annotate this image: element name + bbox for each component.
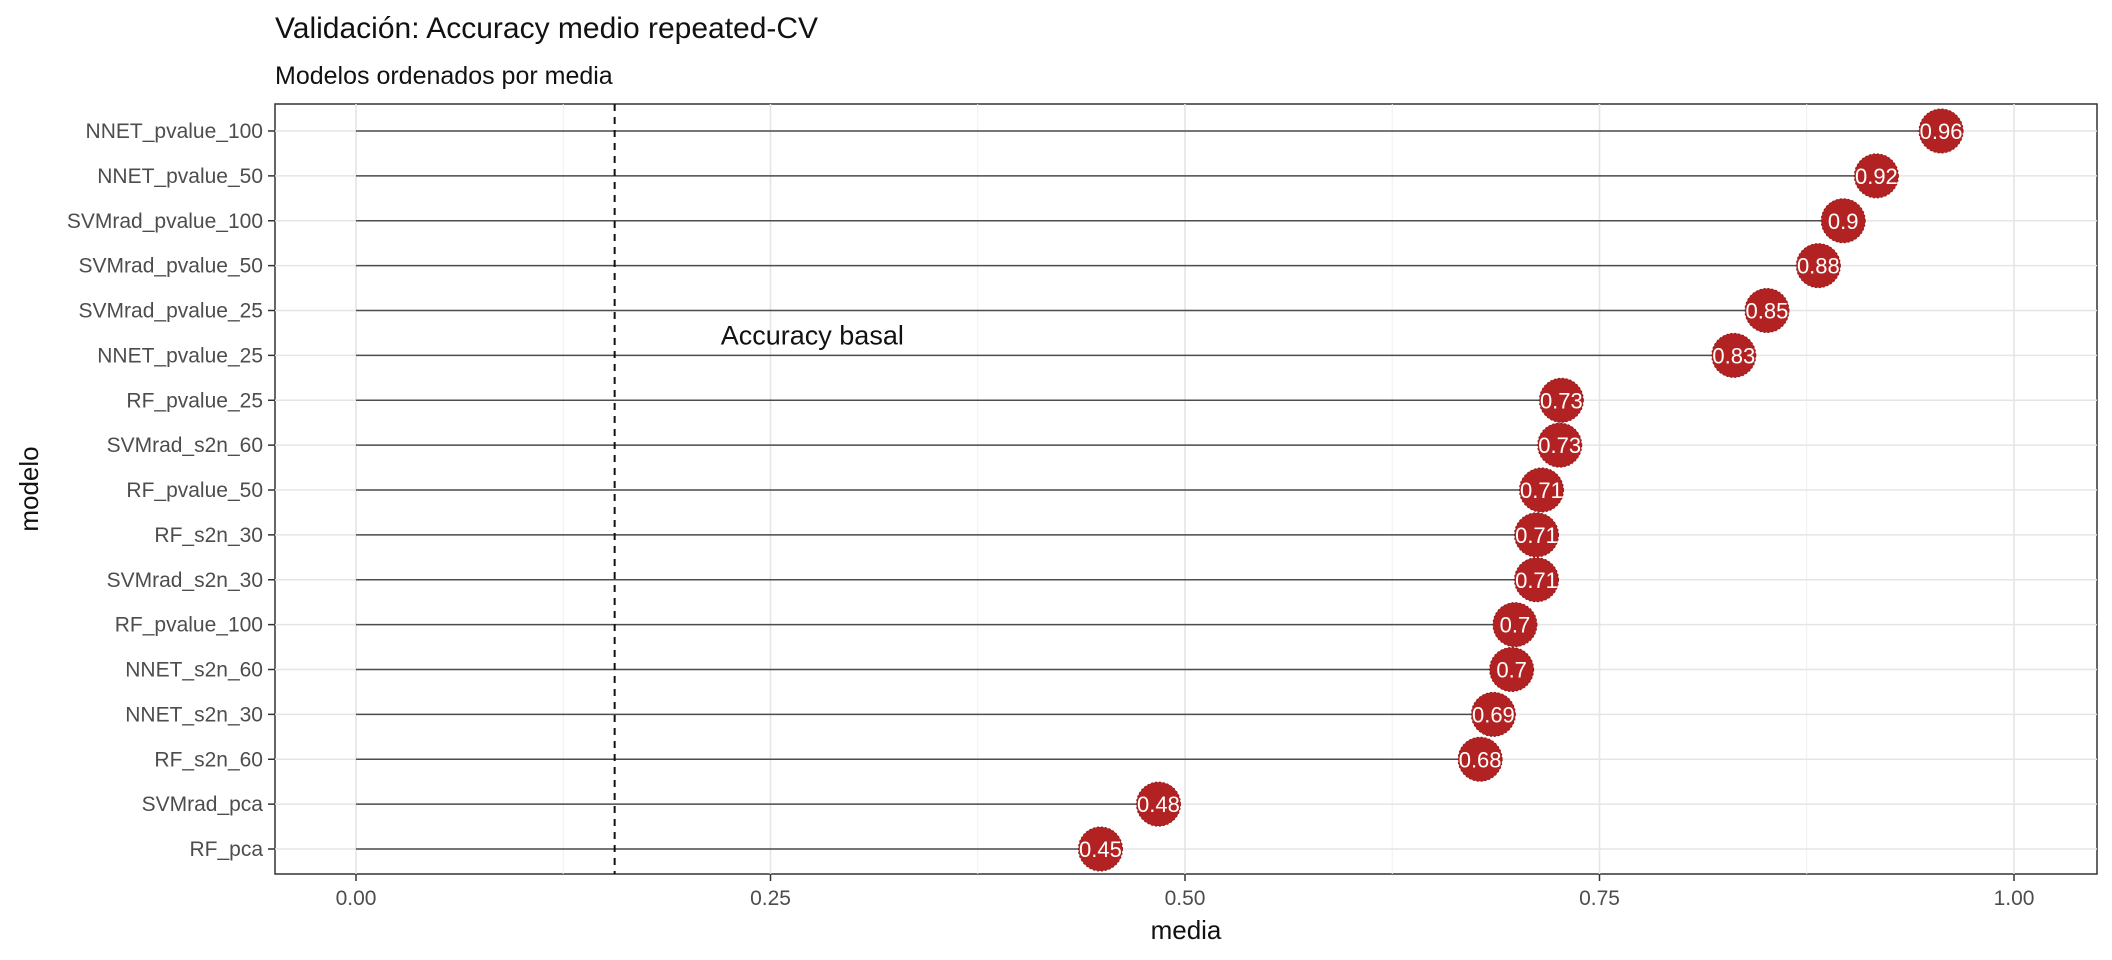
point-value-label: 0.7 <box>1496 658 1527 683</box>
y-tick-label: SVMrad_pvalue_25 <box>79 300 263 323</box>
lollipop-point <box>1795 243 1841 289</box>
point-value-label: 0.7 <box>1500 613 1531 638</box>
point-value-label: 0.73 <box>1538 433 1581 458</box>
point-value-label: 0.73 <box>1540 388 1583 413</box>
x-axis-title: media <box>1151 915 1222 945</box>
x-tick-label: 0.50 <box>1165 887 1206 910</box>
y-tick-label: RF_pca <box>189 838 263 861</box>
y-tick-label: SVMrad_pvalue_50 <box>79 255 263 278</box>
y-tick-label: RF_s2n_60 <box>154 748 263 771</box>
point-value-label: 0.92 <box>1855 164 1898 189</box>
y-tick-label: NNET_s2n_30 <box>125 703 263 726</box>
y-tick-label: SVMrad_pvalue_100 <box>67 210 263 233</box>
lollipop-point <box>1744 288 1790 333</box>
lollipop-point <box>1077 826 1123 872</box>
point-value-label: 0.85 <box>1746 299 1789 324</box>
lollipop-point <box>1918 108 1964 154</box>
lollipop-point <box>1518 467 1564 513</box>
x-tick-label: 0.75 <box>1579 887 1620 910</box>
point-value-label: 0.71 <box>1515 568 1558 593</box>
y-tick-label: RF_pvalue_100 <box>115 614 263 637</box>
lollipop-point <box>1135 781 1181 827</box>
lollipop-point <box>1538 377 1584 423</box>
point-value-label: 0.83 <box>1712 343 1755 368</box>
point-value-label: 0.45 <box>1079 837 1122 862</box>
y-tick-label: RF_pvalue_50 <box>126 479 263 502</box>
y-tick-label: RF_pvalue_25 <box>126 389 263 412</box>
point-value-label: 0.71 <box>1515 523 1558 548</box>
lollipop-point <box>1513 557 1559 603</box>
chart-title: Validación: Accuracy medio repeated-CV <box>275 12 818 45</box>
y-tick-label: SVMrad_pca <box>142 793 264 816</box>
lollipop-point <box>1470 691 1516 737</box>
lollipop-point <box>1537 422 1583 468</box>
lollipop-point <box>1820 198 1866 244</box>
point-value-label: 0.9 <box>1828 209 1859 234</box>
y-tick-label: NNET_pvalue_100 <box>86 120 263 143</box>
point-value-label: 0.69 <box>1472 702 1515 727</box>
lollipop-point <box>1489 647 1535 692</box>
x-axis-ticks: 0.00 0.25 0.50 0.75 1.00 <box>336 874 2035 910</box>
lollipop-point <box>1457 736 1503 782</box>
point-value-label: 0.48 <box>1137 792 1180 817</box>
y-axis-ticks: NNET_pvalue_100 NNET_pvalue_50 SVMrad_pval… <box>67 120 275 861</box>
point-value-label: 0.71 <box>1520 478 1563 503</box>
plot-panel <box>274 103 2098 875</box>
y-tick-label: NNET_pvalue_50 <box>97 165 263 188</box>
point-value-label: 0.88 <box>1797 254 1840 279</box>
y-axis-title: modelo <box>14 446 44 531</box>
x-tick-label: 1.00 <box>1994 887 2035 910</box>
lollipop-point <box>1492 602 1538 648</box>
reference-line-label: Accuracy basal <box>721 320 904 350</box>
point-value-label: 0.96 <box>1920 119 1963 144</box>
reference-line-group: Accuracy basal <box>613 104 904 874</box>
lollipop-points: 0.96 0.92 0.9 0.88 0.85 0.83 0.73 0.73 0.71 0.71 0… <box>1077 108 1964 872</box>
y-tick-label: NNET_s2n_60 <box>125 659 263 682</box>
y-tick-label: RF_s2n_30 <box>154 524 263 547</box>
lollipop-point <box>1513 512 1559 558</box>
lollipop-point <box>1853 153 1899 199</box>
x-tick-label: 0.00 <box>336 887 377 910</box>
chart-subtitle: Modelos ordenados por media <box>275 62 613 90</box>
point-value-label: 0.68 <box>1459 747 1502 772</box>
y-tick-label: SVMrad_s2n_30 <box>107 569 263 592</box>
y-tick-label: NNET_pvalue_25 <box>97 344 263 367</box>
x-tick-label: 0.25 <box>750 887 791 910</box>
lollipop-segments <box>356 130 1942 850</box>
y-tick-label: SVMrad_s2n_60 <box>107 434 263 457</box>
lollipop-point <box>1711 332 1757 378</box>
